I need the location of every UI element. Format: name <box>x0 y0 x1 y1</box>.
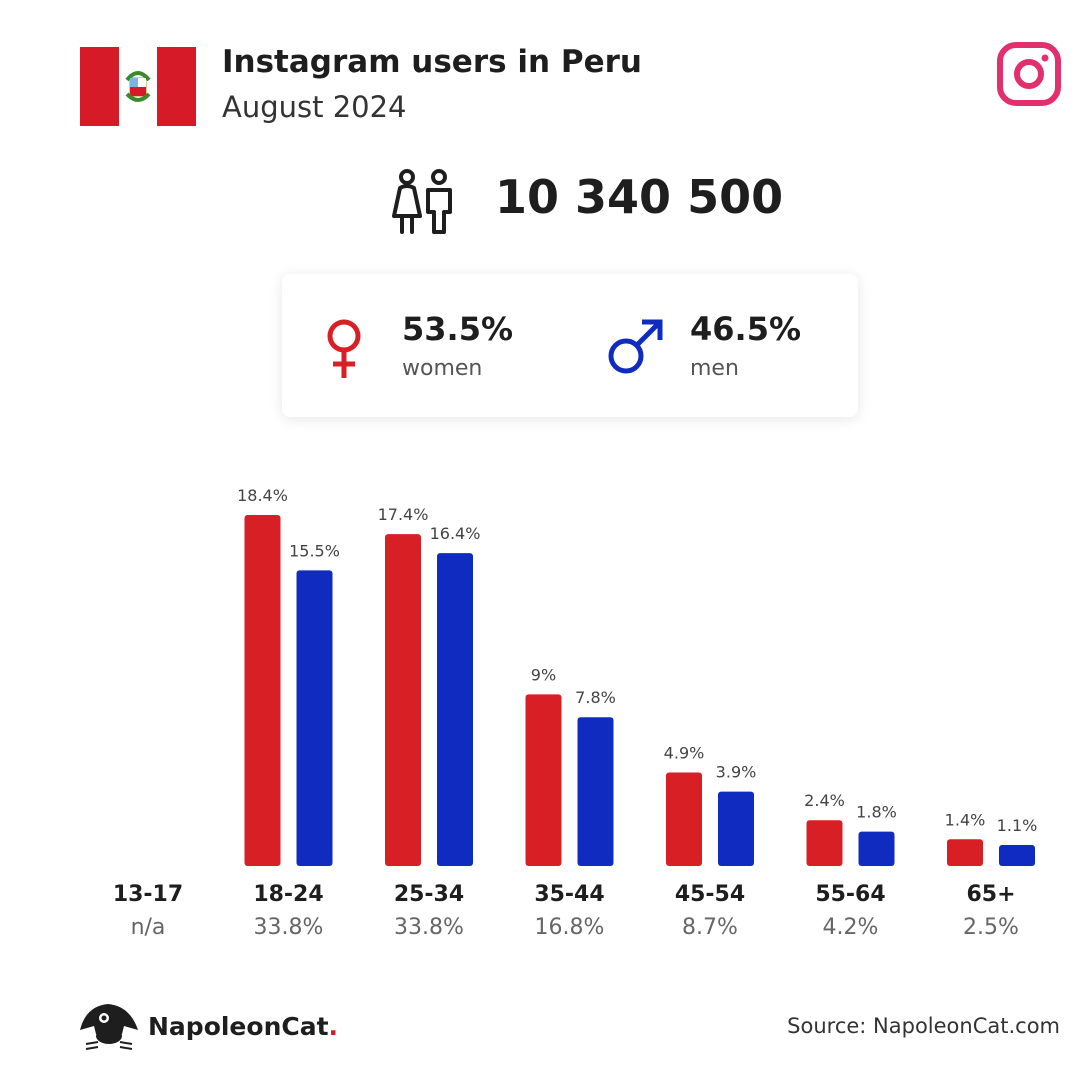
flag-stripe-right <box>157 47 197 126</box>
bar-men-45-54 <box>718 791 754 866</box>
age-group-share: 2.5% <box>963 915 1019 940</box>
male-icon <box>608 319 663 374</box>
women-percentage: 53.5% <box>402 310 514 348</box>
age-group-share: 33.8% <box>253 915 324 940</box>
data-label-men-55-64: 1.8% <box>856 803 897 822</box>
age-group-45-54: 45-54 8.7% <box>640 882 780 940</box>
total-users: 10 340 500 <box>495 170 784 224</box>
gender-summary-card: 53.5% women 46.5% men <box>282 274 858 417</box>
bar-women-35-44 <box>525 694 562 866</box>
age-group-share: 33.8% <box>394 915 464 940</box>
age-group-35-44: 35-44 16.8% <box>500 882 640 940</box>
flag-stripe-left <box>80 47 119 126</box>
age-group-name: 25-34 <box>393 882 465 907</box>
data-label-women-25-34: 17.4% <box>378 505 429 524</box>
instagram-icon <box>997 42 1061 106</box>
age-gender-bar-chart: 18.4% 15.5% 17.4%16.4% 9% 7.8% 4.9% 3.9% 2.4% 1.… <box>237 486 1038 866</box>
age-group-name: 18-24 <box>253 882 324 907</box>
bar-women-45-54 <box>666 772 702 866</box>
data-label-men-65+: 1.1% <box>997 816 1038 835</box>
age-group-25-34: 25-34 33.8% <box>359 882 499 940</box>
napoleoncat-cat-icon <box>80 1004 138 1050</box>
age-group-share: 4.2% <box>822 915 879 940</box>
age-group-13-17: 13-17 n/a <box>78 882 218 940</box>
data-label-men-45-54: 3.9% <box>716 763 757 782</box>
age-group-share: 16.8% <box>534 915 605 940</box>
page-title: Instagram users in Peru <box>222 44 642 80</box>
women-label: women <box>402 356 483 381</box>
bar-men-25-34 <box>437 553 473 866</box>
men-percentage: 46.5% <box>690 310 802 348</box>
peru-flag <box>80 47 197 126</box>
bar-men-35-44 <box>577 717 614 866</box>
bar-women-18-24 <box>244 515 281 866</box>
age-group-labels: 13-17 n/a 18-24 33.8% 25-34 33.8% 35-44 16.8% 45… <box>0 882 1080 952</box>
data-label-women-55-64: 2.4% <box>804 791 845 810</box>
age-group-55-64: 55-64 4.2% <box>781 882 921 940</box>
bar-women-55-64 <box>806 820 843 866</box>
coat-of-arms-icon <box>125 70 151 102</box>
data-label-women-45-54: 4.9% <box>664 744 705 763</box>
female-icon <box>327 319 361 378</box>
bar-women-65+ <box>947 839 983 866</box>
flag-stripe-center <box>118 47 158 126</box>
data-label-women-35-44: 9% <box>531 665 556 684</box>
users-icon <box>392 169 452 234</box>
age-group-name: 65+ <box>966 882 1016 907</box>
page-subtitle: August 2024 <box>222 90 407 124</box>
age-group-name: 35-44 <box>534 882 605 907</box>
age-group-65+: 65+ 2.5% <box>921 882 1061 940</box>
age-group-name: 45-54 <box>674 882 746 907</box>
data-label-women-65+: 1.4% <box>945 810 986 829</box>
data-label-men-25-34: 16.4% <box>430 524 481 543</box>
bar-men-55-64 <box>858 831 895 866</box>
bar-men-18-24 <box>296 570 333 866</box>
bar-women-25-34 <box>385 534 421 866</box>
napoleoncat-logo: NapoleonCat. <box>78 1000 338 1052</box>
data-label-men-18-24: 15.5% <box>289 541 340 560</box>
age-group-share: 8.7% <box>682 915 738 940</box>
bar-men-65+ <box>999 845 1035 866</box>
data-label-men-35-44: 7.8% <box>575 688 616 707</box>
age-group-name: 13-17 <box>112 882 184 907</box>
data-label-women-18-24: 18.4% <box>237 486 288 505</box>
age-group-share: n/a <box>130 915 166 940</box>
age-group-name: 55-64 <box>815 882 886 907</box>
source-note: Source: NapoleonCat.com <box>787 1014 1060 1038</box>
brand-name: NapoleonCat. <box>148 1011 339 1041</box>
men-label: men <box>690 356 739 381</box>
age-group-18-24: 18-24 33.8% <box>219 882 359 940</box>
